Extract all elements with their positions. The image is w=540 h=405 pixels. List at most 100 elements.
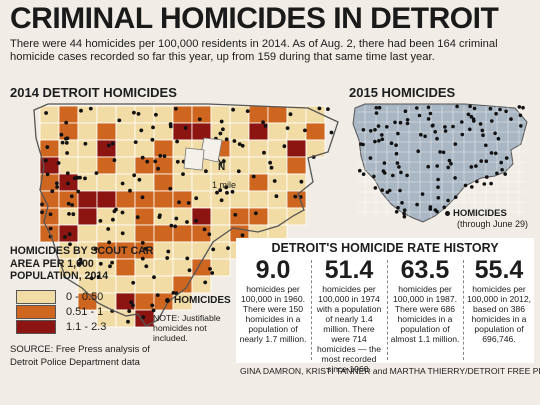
homicide-dot xyxy=(203,280,208,285)
homicide-dot xyxy=(132,173,137,178)
scout-car-area xyxy=(134,190,155,209)
rate-stat-2012: 55.4 homicides per 100,000 in 2012, base… xyxy=(464,256,534,344)
homicide-dot xyxy=(140,195,145,200)
homicide-dot xyxy=(504,156,509,160)
homicide-dot xyxy=(127,309,132,313)
north-label: N xyxy=(218,162,226,173)
homicide-dot xyxy=(374,111,379,115)
scout-car-area xyxy=(39,207,60,226)
divider xyxy=(311,260,312,360)
homicide-dot xyxy=(79,261,83,265)
homicide-dot xyxy=(231,107,236,112)
homicide-dot xyxy=(187,268,192,273)
homicide-dot xyxy=(129,300,134,305)
scout-car-area xyxy=(248,105,269,124)
homicide-dot xyxy=(500,168,504,172)
homicide-dot xyxy=(131,280,136,285)
headline: CRIMINAL HOMICIDES IN DETROIT xyxy=(10,2,499,35)
homicide-dot xyxy=(48,226,53,231)
homicide-dot xyxy=(162,154,167,158)
homicide-dot xyxy=(232,139,237,143)
homicide-dot xyxy=(447,158,452,163)
homicide-dot xyxy=(268,160,272,165)
homicide-dot xyxy=(451,124,455,129)
homicide-dot xyxy=(151,125,155,130)
homicide-dot xyxy=(224,185,229,190)
homicide-dot xyxy=(489,181,493,186)
homicide-dot xyxy=(215,190,219,195)
homicide-dot xyxy=(402,214,407,219)
homicide-dot xyxy=(428,207,433,211)
homicide-dot xyxy=(517,105,522,109)
scout-car-area xyxy=(77,105,98,124)
homicide-dot xyxy=(469,114,474,119)
scout-car-area xyxy=(153,190,174,209)
map-2014 xyxy=(33,103,339,328)
homicide-dot xyxy=(430,124,435,128)
rate-stat-1987: 63.5 homicides per 100,000 in 1987. Ther… xyxy=(390,256,460,344)
homicide-dot xyxy=(521,105,525,110)
scout-car-area xyxy=(96,105,117,124)
homicide-dot xyxy=(251,174,256,179)
homicide-dot xyxy=(186,201,191,205)
homicide-dot xyxy=(389,141,394,145)
homicide-dot xyxy=(358,168,362,173)
homicide-dot xyxy=(433,130,437,134)
homicide-dot xyxy=(402,211,406,216)
homicide-dot xyxy=(374,106,379,110)
homicide-dot xyxy=(174,106,178,111)
homicide-dot xyxy=(218,131,223,136)
homicide-dot xyxy=(455,104,459,109)
homicide-dot xyxy=(245,109,250,113)
homicide-dot xyxy=(133,140,138,144)
homicide-dot xyxy=(45,172,50,177)
rate-description: homicides per 100,000 in 2012, based on … xyxy=(466,284,532,344)
scout-car-area xyxy=(286,139,307,158)
homicide-dot xyxy=(65,171,70,176)
legend-title: HOMICIDES BY SCOUT CAR AREA PER 1,000 PO… xyxy=(10,245,154,282)
scout-car-area xyxy=(58,207,79,226)
homicide-dot xyxy=(468,104,472,109)
homicide-dot xyxy=(469,165,474,169)
homicide-dot xyxy=(169,223,174,228)
homicide-dot xyxy=(299,179,304,184)
homicide-dot xyxy=(175,159,180,164)
homicide-dot xyxy=(426,117,431,121)
homicide-dot xyxy=(236,169,241,174)
map-2014-city-boundary xyxy=(33,103,339,327)
homicide-dot xyxy=(272,179,277,183)
scout-car-area xyxy=(153,139,174,158)
scout-car-area xyxy=(58,156,79,175)
homicide-dot xyxy=(398,120,403,125)
homicide-dot xyxy=(63,235,67,239)
homicide-dot xyxy=(376,124,381,128)
homicide-dot xyxy=(490,119,494,123)
homicide-dot xyxy=(197,117,202,122)
homicide-dot xyxy=(93,246,98,251)
scale-label: 1 mile xyxy=(212,180,237,190)
map-2014-legend: HOMICIDES xyxy=(165,295,231,306)
legend-item: 0.51 - 1 xyxy=(16,305,103,319)
scout-car-area xyxy=(267,105,288,124)
homicide-dot xyxy=(50,189,55,194)
intro-text: There were 44 homicides per 100,000 resi… xyxy=(10,38,498,63)
rate-history-panel: DETROIT'S HOMICIDE RATE HISTORY 9.0 homi… xyxy=(236,238,534,374)
map-2014-title: 2014 DETROIT HOMICIDES xyxy=(10,85,177,100)
homicide-dot xyxy=(66,201,71,206)
homicide-dot xyxy=(282,144,287,149)
homicide-dot xyxy=(171,291,176,295)
homicide-dot xyxy=(71,212,76,217)
homicide-dot xyxy=(144,264,149,269)
homicide-dot xyxy=(398,188,402,193)
homicide-dot xyxy=(225,190,229,195)
homicide-dot xyxy=(111,217,115,222)
scout-car-area xyxy=(210,207,231,226)
homicide-dot xyxy=(152,275,156,280)
scout-car-area xyxy=(248,190,269,209)
homicide-dot xyxy=(155,293,160,297)
homicide-dot xyxy=(150,303,155,308)
homicide-dot xyxy=(470,185,474,189)
scout-car-area xyxy=(115,139,136,158)
homicide-dot xyxy=(274,194,279,199)
homicide-dot xyxy=(98,219,103,223)
